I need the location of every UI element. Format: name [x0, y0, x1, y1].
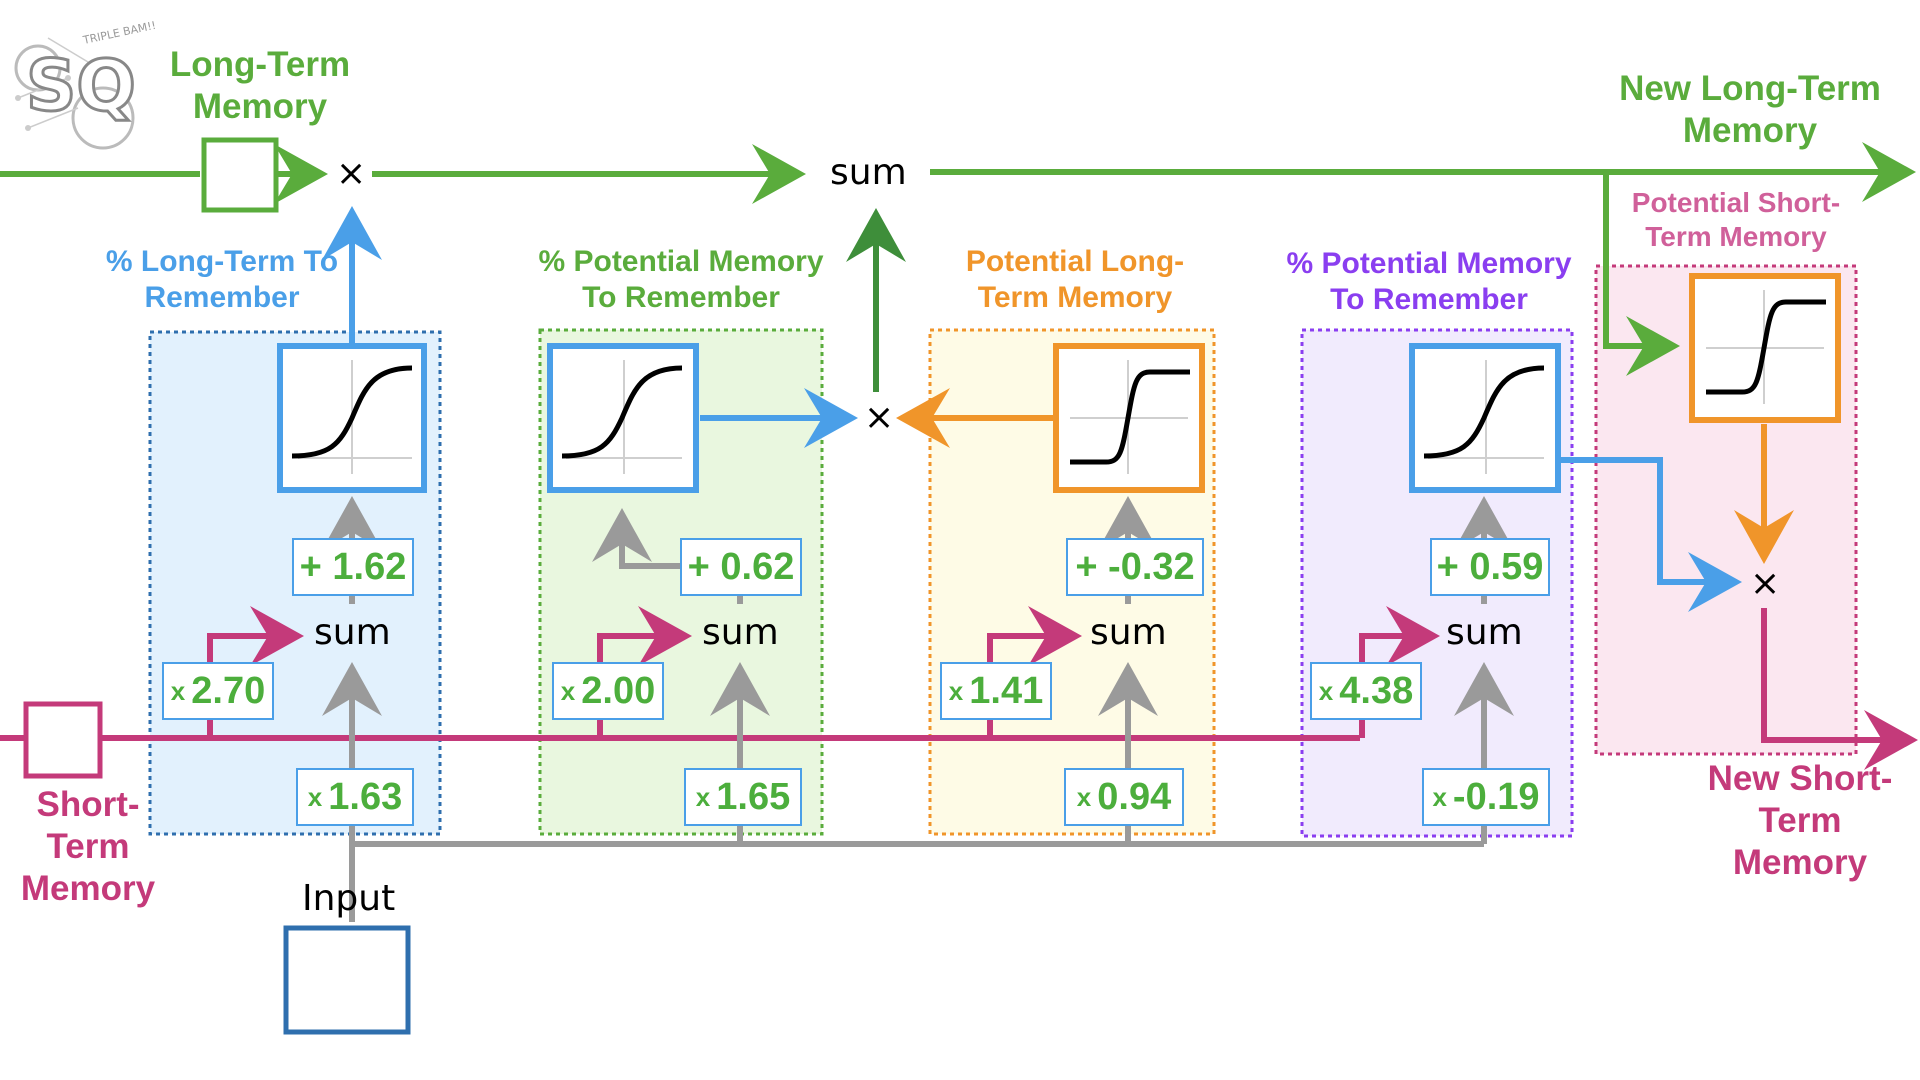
sigmoid-curve	[291, 365, 413, 459]
stage2-input-weight-box: x 1.65	[684, 768, 802, 826]
weight-prefix: x	[1318, 675, 1334, 706]
stage2-sum: sum	[702, 612, 779, 653]
stage3-input-weight: 0.94	[1097, 775, 1172, 818]
sigmoid-curve	[561, 365, 683, 459]
stage1-short-term-weight-box: x 2.70	[162, 662, 274, 720]
stage4-sum: sum	[1446, 612, 1523, 653]
sigmoid-curve	[1423, 365, 1545, 459]
stage3-label: Potential Long-Term Memory	[965, 245, 1185, 314]
long-term-sum: sum	[830, 152, 907, 193]
logo-icon: SQ TRIPLE BAM!!	[14, 19, 157, 150]
weight-prefix: x	[695, 781, 711, 812]
stage4-input-weight-box: x -0.19	[1422, 768, 1550, 826]
stage2-bias-value: + 0.62	[687, 545, 795, 588]
logo-letters: SQ	[26, 45, 136, 127]
stage3-sum: sum	[1090, 612, 1167, 653]
stage2-bias-box: + 0.62	[680, 538, 802, 596]
stage1-bias-box: + 1.62	[292, 538, 414, 596]
stage3-bias-value: + -0.32	[1075, 545, 1195, 588]
stage2-input-weight: 1.65	[716, 775, 791, 818]
stage4-to-output-multiply-arrow	[1560, 457, 1742, 612]
new-short-term-memory-label: New Short-Term Memory	[1707, 759, 1893, 882]
weight-prefix: x	[170, 675, 186, 706]
new-short-term-line	[1761, 608, 1918, 770]
stage4-bias-box: + 0.59	[1430, 538, 1550, 596]
stage5-tanh-box	[1689, 273, 1841, 423]
stage1-input-weight-box: x 1.63	[296, 768, 414, 826]
stage2-label: % Potential Memory To Remember	[538, 245, 824, 314]
stage1-bias-value: + 1.62	[299, 545, 407, 588]
stage2-short-term-weight: 2.00	[581, 669, 656, 712]
short-term-memory-label: Short-Term Memory	[20, 785, 156, 908]
stage4-label: % Potential Memory To Remember	[1286, 247, 1572, 316]
stage1-short-term-weight: 2.70	[191, 669, 266, 712]
stage2-short-term-weight-box: x 2.00	[552, 662, 664, 720]
tanh-curve	[1070, 369, 1190, 465]
stage2-sigmoid-box	[547, 343, 699, 493]
stage3-input-weight-box: x 0.94	[1064, 768, 1184, 826]
logo-tagline: TRIPLE BAM!!	[81, 19, 157, 47]
short-term-memory-box	[23, 701, 103, 779]
stage3-short-term-weight: 1.41	[969, 669, 1044, 712]
stage3-short-term-weight-box: x 1.41	[940, 662, 1052, 720]
weight-prefix: x	[1432, 781, 1447, 812]
stage3-tanh-box	[1053, 343, 1205, 493]
stage1-input-weight: 1.63	[328, 775, 403, 818]
weight-prefix: x	[1076, 781, 1092, 812]
stage4-input-weight: -0.19	[1452, 775, 1540, 818]
output-multiply: ×	[1750, 563, 1781, 604]
tanh-curve	[1706, 299, 1826, 395]
weight-prefix: x	[948, 675, 964, 706]
stage1-sum: sum	[314, 612, 391, 653]
stage4-short-term-weight: 4.38	[1339, 669, 1414, 712]
stage5-label: Potential Short-Term Memory	[1631, 187, 1841, 252]
new-long-term-memory-label: New Long-Term Memory	[1619, 69, 1881, 150]
input-box	[283, 925, 411, 1035]
input-label: Input	[302, 878, 396, 919]
stage4-sigmoid-box	[1409, 343, 1561, 493]
long-term-memory-label: Long-Term Memory	[169, 45, 351, 126]
long-term-multiply: ×	[336, 153, 367, 194]
potential-multiply: ×	[864, 397, 895, 438]
weight-prefix: x	[560, 675, 576, 706]
stage4-bias-value: + 0.59	[1436, 545, 1544, 588]
long-term-memory-box	[201, 137, 279, 213]
weight-prefix: x	[307, 781, 323, 812]
stage4-short-term-weight-box: x 4.38	[1310, 662, 1422, 720]
stage3-bias-box: + -0.32	[1066, 538, 1204, 596]
stage1-label: % Long-Term To Remember	[105, 245, 339, 314]
stage1-sigmoid-box	[277, 343, 427, 493]
long-term-to-tanh-arrow	[1603, 172, 1680, 376]
